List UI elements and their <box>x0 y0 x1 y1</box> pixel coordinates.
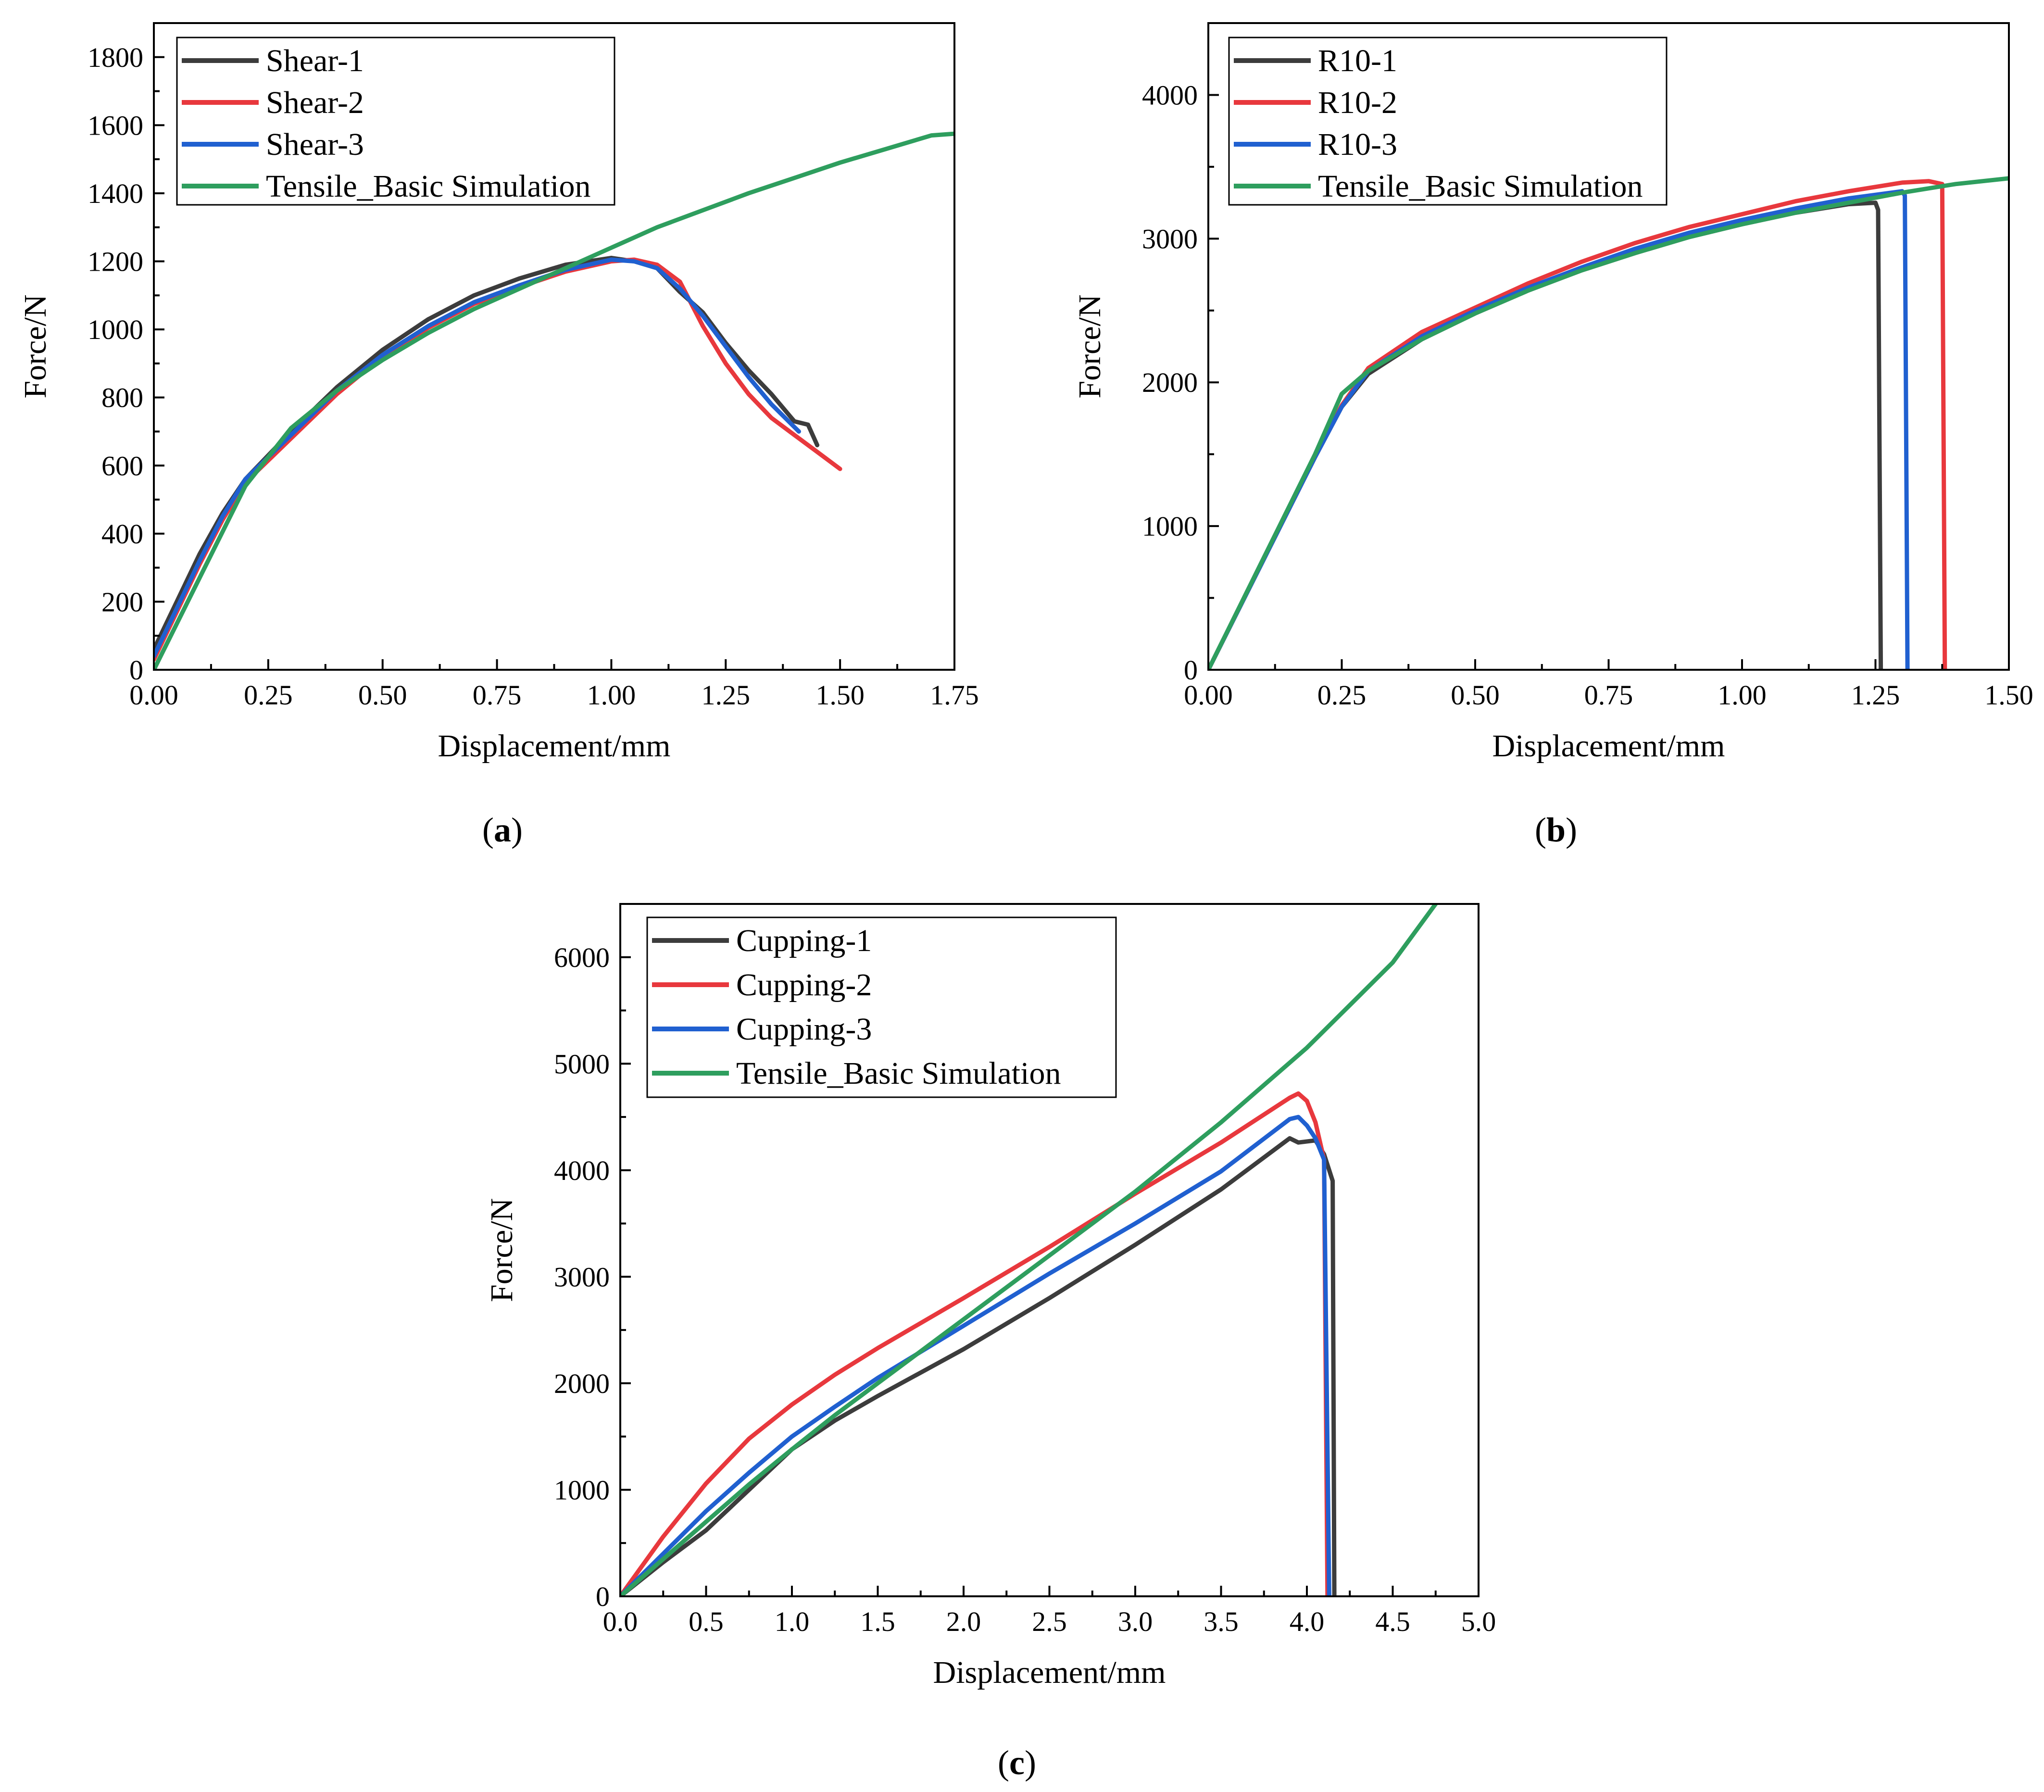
x-tick-label: 0.00 <box>1184 679 1233 711</box>
caption-b: (b) <box>1535 811 1577 849</box>
x-tick-label: 0.25 <box>1317 679 1367 711</box>
y-tick-label: 1800 <box>88 42 143 73</box>
series-line-4 <box>620 904 1438 1596</box>
x-axis-title: Displacement/mm <box>933 1655 1166 1690</box>
x-tick-label: 1.5 <box>860 1606 895 1637</box>
series-group <box>1208 176 2009 670</box>
chart-b: 0.00 0.25 0.50 0.75 1.00 1.25 1.50 0 1000 2000 300… <box>1072 22 2033 764</box>
y-tick-label: 2000 <box>1142 367 1198 398</box>
x-tick-label: 1.50 <box>1984 679 2033 711</box>
series-group <box>154 131 954 670</box>
y-tick-label: 1400 <box>88 178 143 209</box>
y-axis-title: Force/N <box>1072 294 1107 398</box>
x-tick-label: 1.25 <box>702 679 751 711</box>
legend-label: Cupping-3 <box>736 1012 872 1047</box>
x-tick-label: 1.0 <box>775 1606 810 1637</box>
x-tick-label: 0.50 <box>358 679 407 711</box>
x-tick-label: 1.25 <box>1851 679 1900 711</box>
series-line-2 <box>620 1091 1330 1596</box>
y-tick-label: 200 <box>101 586 143 617</box>
series-line-1 <box>620 1136 1337 1596</box>
x-axis-title: Displacement/mm <box>438 728 671 764</box>
y-tick-label: 1000 <box>554 1474 610 1505</box>
legend-label: R10-1 <box>1318 43 1397 78</box>
legend-box <box>176 37 615 206</box>
x-tick-label: 4.0 <box>1290 1606 1325 1637</box>
legend-label: R10-3 <box>1318 127 1397 162</box>
series-line-3 <box>620 1115 1331 1596</box>
series-line-1 <box>1208 201 1883 670</box>
series-line-2 <box>1208 179 1947 670</box>
y-tick-label: 4000 <box>1142 79 1198 111</box>
x-tick-label: 1.00 <box>1718 679 1767 711</box>
legend-label: Cupping-2 <box>736 967 872 1003</box>
legend-label: Tensile_Basic Simulation <box>736 1056 1061 1091</box>
x-tick-label: 0.00 <box>129 679 178 711</box>
y-tick-label: 1200 <box>88 246 143 277</box>
y-tick-label: 4000 <box>554 1155 610 1186</box>
series-line-4 <box>154 131 954 670</box>
y-tick-label: 800 <box>101 382 143 414</box>
y-tick-label: 1000 <box>1142 511 1198 542</box>
y-tick-label: 5000 <box>554 1048 610 1079</box>
series-line-2 <box>154 257 842 662</box>
series-line-4 <box>1208 176 2009 670</box>
y-tick-label: 0 <box>1184 654 1198 686</box>
series-line-3 <box>1208 189 1910 670</box>
caption-c: (c) <box>998 1743 1036 1782</box>
x-tick-label: 3.0 <box>1118 1606 1153 1637</box>
y-tick-label: 600 <box>101 450 143 481</box>
y-axis-title: Force/N <box>18 294 53 398</box>
legend-box <box>646 916 1117 1098</box>
series-group <box>620 904 1438 1596</box>
x-tick-label: 0.75 <box>1584 679 1633 711</box>
x-tick-label: 0.50 <box>1451 679 1500 711</box>
x-tick-label: 3.5 <box>1204 1606 1239 1637</box>
series-line-3 <box>154 257 801 659</box>
y-tick-label: 1600 <box>88 110 143 141</box>
legend-label: Tensile_Basic Simulation <box>1318 169 1643 204</box>
caption-a: (a) <box>482 811 523 849</box>
legend-label: R10-2 <box>1318 85 1397 120</box>
y-tick-label: 1000 <box>88 314 143 345</box>
chart-c: 0.0 0.5 1.0 1.5 2.0 2.5 3.0 3.5 4.0 4.5 5.0 0 1000 20… <box>484 903 1496 1690</box>
x-tick-label: 5.0 <box>1461 1606 1496 1637</box>
y-tick-label: 6000 <box>554 942 610 973</box>
y-tick-label: 0 <box>596 1581 610 1612</box>
x-tick-label: 2.5 <box>1032 1606 1067 1637</box>
y-tick-label: 3000 <box>554 1261 610 1292</box>
legend-label: Shear-2 <box>266 85 364 120</box>
x-tick-label: 1.00 <box>587 679 636 711</box>
legend-label: Shear-3 <box>266 127 364 162</box>
legend-box <box>1228 37 1668 206</box>
legend-label: Cupping-1 <box>736 923 872 958</box>
series-line-1 <box>154 255 820 652</box>
legend-label: Tensile_Basic Simulation <box>266 169 590 204</box>
x-tick-label: 2.0 <box>946 1606 981 1637</box>
x-tick-label: 1.50 <box>815 679 865 711</box>
x-axis-title: Displacement/mm <box>1492 728 1725 764</box>
y-tick-label: 2000 <box>554 1368 610 1399</box>
y-tick-label: 400 <box>101 518 143 550</box>
y-tick-label: 0 <box>129 654 143 686</box>
chart-a: 0.00 0.25 0.50 0.75 1.00 1.25 1.50 1.75 0 200 400 6… <box>18 22 979 764</box>
legend-label: Shear-1 <box>266 43 364 78</box>
x-tick-label: 0.0 <box>603 1606 638 1637</box>
x-tick-label: 1.75 <box>930 679 979 711</box>
x-tick-label: 0.25 <box>244 679 293 711</box>
x-tick-label: 0.75 <box>473 679 522 711</box>
y-tick-label: 3000 <box>1142 223 1198 254</box>
x-tick-label: 0.5 <box>689 1606 724 1637</box>
x-tick-label: 4.5 <box>1375 1606 1410 1637</box>
y-axis-title: Force/N <box>484 1198 519 1302</box>
